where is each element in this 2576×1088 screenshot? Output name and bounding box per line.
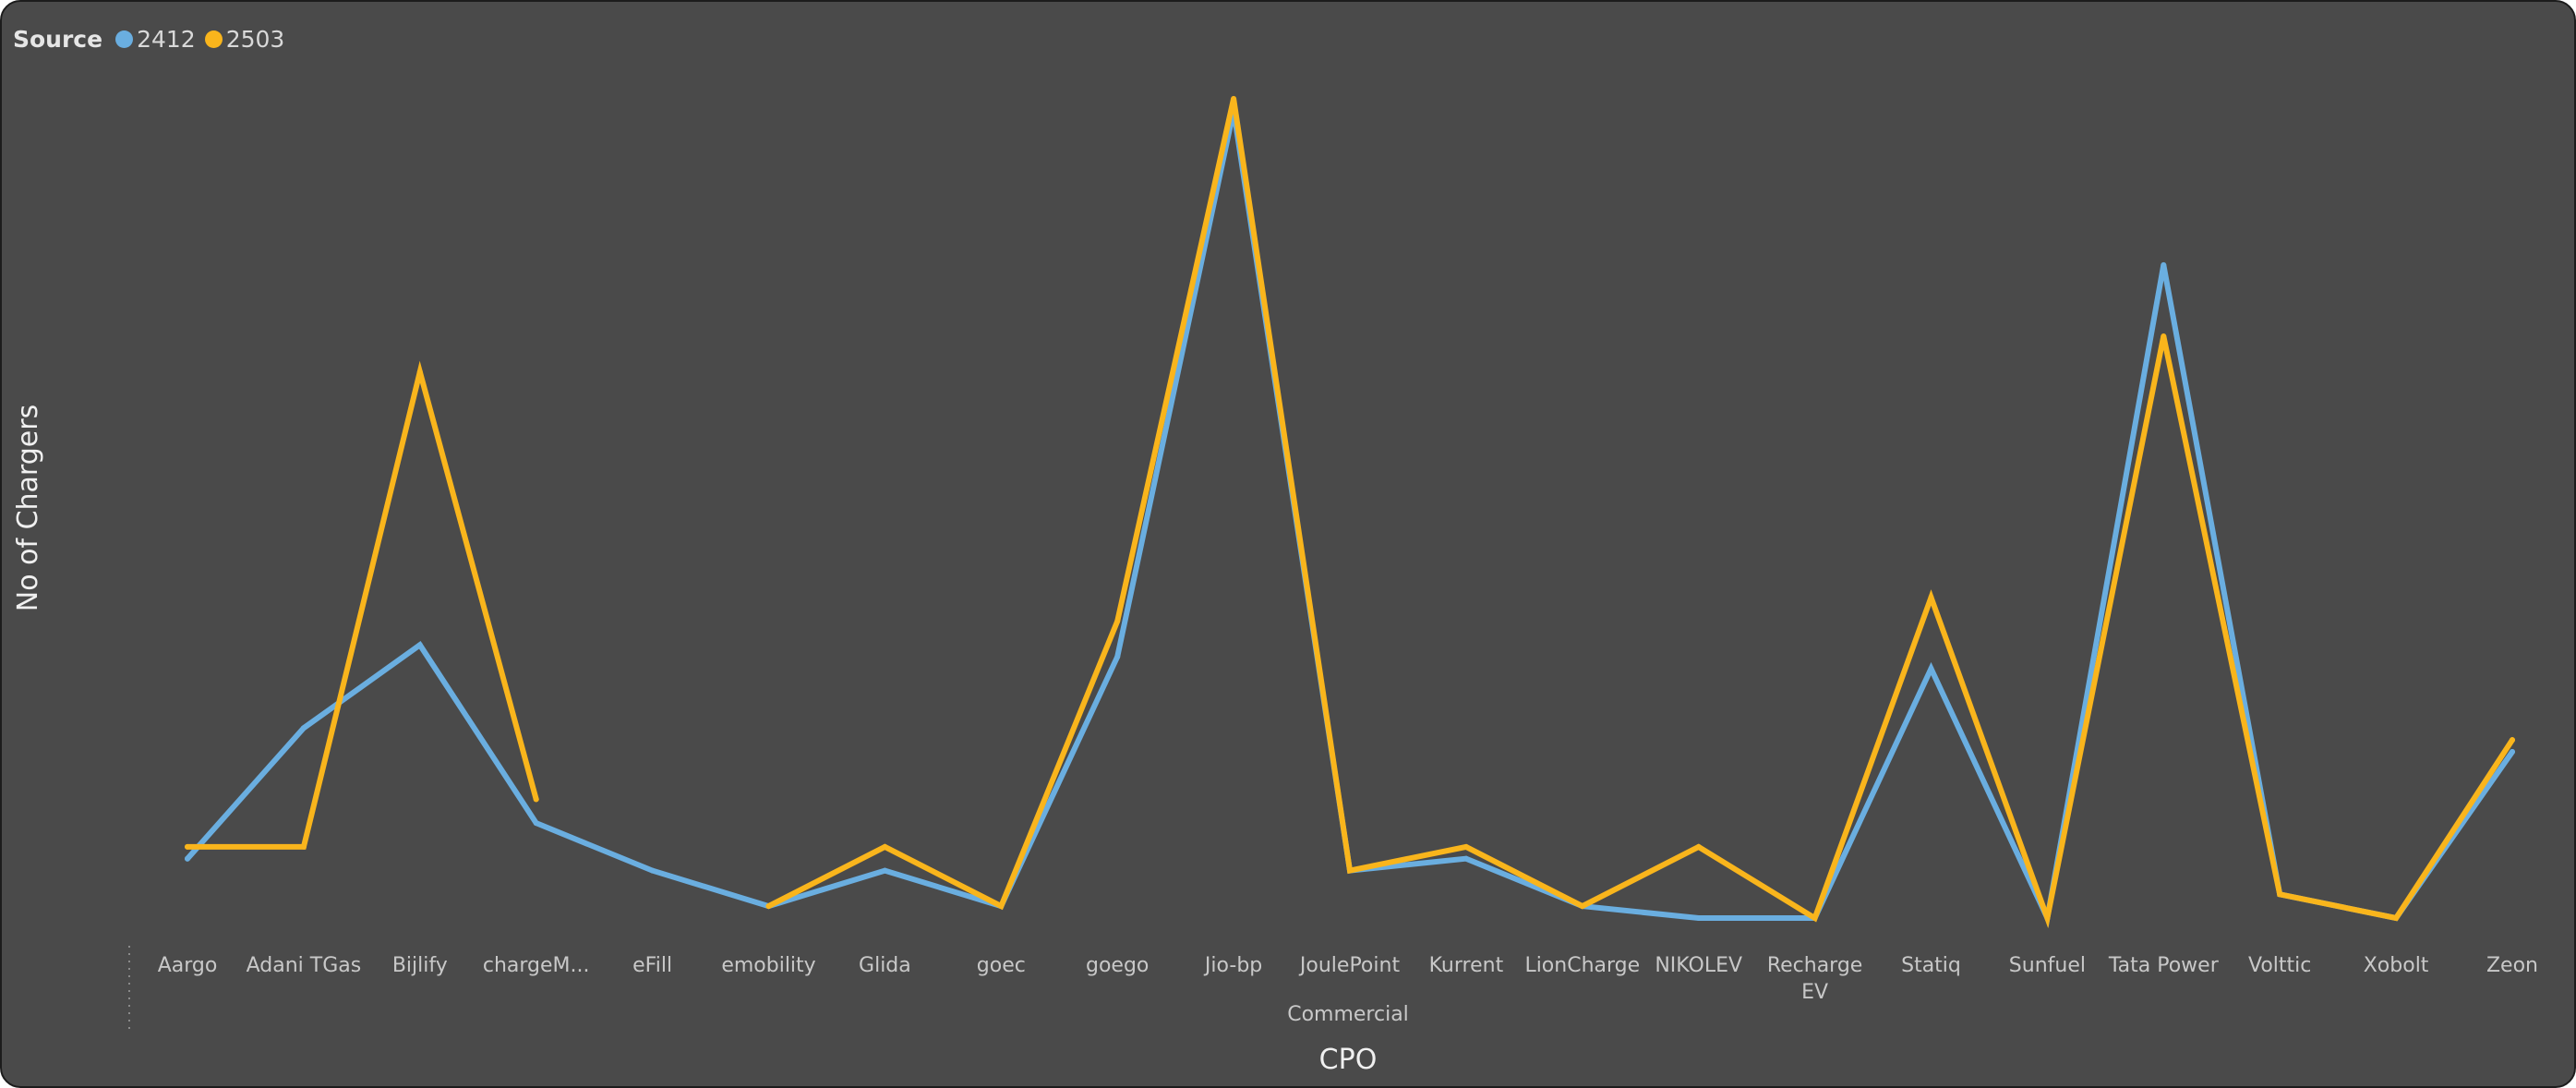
x-tick-label: Zeon (2486, 954, 2538, 977)
legend-item-2503[interactable]: 2503 (204, 26, 285, 53)
data-point[interactable] (1579, 903, 1585, 910)
data-point[interactable] (2044, 915, 2051, 921)
data-point[interactable] (1231, 95, 1237, 102)
x-tick-labels: Aargo Adani TGas Bijlify chargeM... eFill emo… (158, 954, 2538, 1004)
data-point[interactable] (998, 903, 1005, 910)
data-point[interactable] (1695, 843, 1702, 850)
x-tick-label: chargeM... (483, 954, 590, 977)
data-point[interactable] (1114, 654, 1121, 660)
legend-item-2412[interactable]: 2412 (115, 26, 196, 53)
data-point[interactable] (2510, 749, 2515, 755)
data-point[interactable] (1812, 915, 1818, 921)
data-point[interactable] (882, 867, 888, 874)
data-point[interactable] (1463, 855, 1469, 862)
legend-title: Source (13, 26, 103, 53)
data-point[interactable] (300, 843, 307, 850)
x-tick-label: eFill (632, 954, 672, 977)
series-2503 (185, 95, 2515, 929)
series-layer (185, 95, 2515, 929)
data-point[interactable] (1928, 666, 1934, 671)
data-point[interactable] (2161, 333, 2167, 339)
data-point[interactable] (1463, 843, 1469, 850)
data-point[interactable] (1114, 618, 1121, 624)
x-tick-label: JoulePoint (1298, 954, 1401, 977)
x-tick-label: NIKOLEV (1655, 954, 1742, 977)
legend: Source 2412 2503 (13, 26, 294, 53)
data-point[interactable] (1695, 915, 1702, 921)
data-point[interactable] (765, 903, 772, 910)
x-tick-label: Kurrent (1429, 954, 1504, 977)
data-point[interactable] (416, 642, 423, 648)
x-tick-label: Sunfuel (2009, 954, 2086, 977)
x-tick-label: Xobolt (2364, 954, 2429, 977)
x-tick-label: Tata Power (2108, 954, 2220, 977)
data-point[interactable] (300, 725, 307, 731)
data-point[interactable] (649, 867, 656, 874)
x-tick-label: Jio-bp (1203, 954, 1262, 977)
data-point[interactable] (2277, 891, 2283, 898)
legend-marker-icon (204, 30, 223, 48)
data-point[interactable] (185, 843, 190, 850)
x-tick-label: Recharge EV (1767, 954, 1863, 1004)
legend-marker-icon (115, 30, 134, 48)
data-point[interactable] (416, 369, 423, 375)
data-point[interactable] (533, 796, 539, 803)
data-point[interactable] (533, 820, 539, 827)
data-point[interactable] (2161, 261, 2167, 268)
data-point[interactable] (1347, 867, 1353, 874)
x-tick-label: Aargo (158, 954, 218, 977)
data-point[interactable] (2393, 915, 2400, 921)
x-tick-label: goec (977, 954, 1026, 977)
x-tick-label: Statiq (1901, 954, 1961, 977)
x-tick-label: emobility (721, 954, 815, 977)
legend-label: 2503 (225, 26, 285, 53)
x-tick-label: Volttic (2248, 954, 2311, 977)
legend-label: 2412 (137, 26, 196, 53)
data-point[interactable] (882, 843, 888, 850)
x-group-label: Commercial (1287, 1003, 1409, 1026)
x-tick-label: Bijlify (392, 954, 448, 977)
x-tick-label: goego (1086, 954, 1149, 977)
data-point[interactable] (185, 855, 190, 862)
x-tick-label: LionCharge (1524, 954, 1640, 977)
series-line-2503[interactable] (765, 98, 2515, 929)
data-point[interactable] (2510, 737, 2515, 743)
series-line-2503[interactable] (185, 360, 539, 850)
data-point[interactable] (1928, 594, 1934, 600)
x-tick-label: Adani TGas (247, 954, 362, 977)
x-tick-label: Glida (859, 954, 911, 977)
x-axis-title: CPO (1319, 1044, 1378, 1076)
y-axis-title: No of Chargers (12, 405, 44, 611)
